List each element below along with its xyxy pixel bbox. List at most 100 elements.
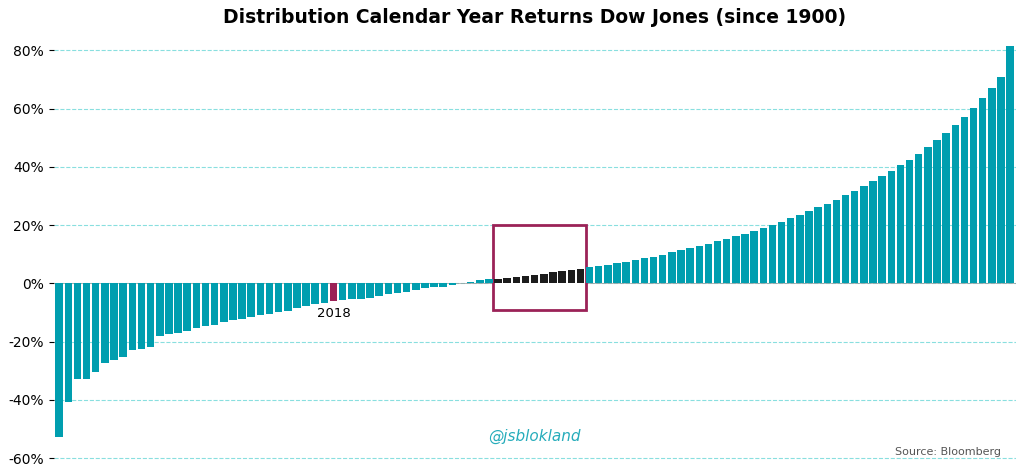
Bar bbox=[613, 263, 621, 283]
Bar bbox=[1007, 46, 1014, 283]
Bar bbox=[796, 215, 804, 283]
Bar bbox=[239, 283, 246, 319]
Bar bbox=[623, 262, 630, 283]
Bar bbox=[111, 283, 118, 360]
Bar bbox=[906, 159, 913, 283]
Bar bbox=[248, 283, 255, 317]
Bar bbox=[485, 279, 493, 283]
Bar bbox=[567, 270, 575, 283]
Bar bbox=[988, 89, 995, 283]
Bar bbox=[274, 283, 283, 312]
Bar bbox=[385, 283, 392, 294]
Bar bbox=[402, 283, 411, 292]
Bar bbox=[741, 234, 749, 283]
Bar bbox=[357, 283, 365, 299]
Bar bbox=[513, 277, 520, 283]
Bar bbox=[174, 283, 182, 333]
Bar bbox=[915, 154, 923, 283]
Bar bbox=[129, 283, 136, 350]
Bar bbox=[193, 283, 200, 328]
Bar bbox=[339, 283, 346, 300]
Bar bbox=[833, 199, 840, 283]
Bar bbox=[220, 283, 227, 321]
Bar bbox=[101, 283, 109, 363]
Bar bbox=[266, 283, 273, 314]
Bar bbox=[284, 283, 292, 311]
Bar bbox=[293, 283, 301, 308]
Bar bbox=[367, 283, 374, 298]
Bar bbox=[677, 250, 685, 283]
Bar bbox=[851, 191, 858, 283]
Bar bbox=[376, 283, 383, 296]
Bar bbox=[924, 147, 932, 283]
Bar bbox=[530, 275, 539, 283]
Bar bbox=[970, 108, 977, 283]
Bar bbox=[577, 269, 584, 283]
Bar bbox=[860, 187, 867, 283]
Bar bbox=[330, 283, 337, 301]
Bar bbox=[513, 277, 520, 283]
Bar bbox=[120, 283, 127, 357]
Bar bbox=[668, 252, 676, 283]
Bar bbox=[165, 283, 173, 334]
Bar bbox=[467, 282, 474, 283]
Bar bbox=[558, 271, 566, 283]
Bar bbox=[769, 225, 776, 283]
Title: Distribution Calendar Year Returns Dow Jones (since 1900): Distribution Calendar Year Returns Dow J… bbox=[223, 9, 846, 27]
Bar bbox=[522, 276, 529, 283]
Bar bbox=[394, 283, 401, 293]
Bar bbox=[705, 244, 712, 283]
Bar bbox=[522, 276, 529, 283]
Bar bbox=[879, 176, 886, 283]
Bar bbox=[888, 171, 895, 283]
Bar bbox=[92, 283, 99, 372]
Text: @jsblokland: @jsblokland bbox=[488, 428, 581, 444]
Bar bbox=[751, 231, 758, 283]
Bar bbox=[997, 77, 1005, 283]
Bar bbox=[321, 283, 328, 303]
Bar bbox=[476, 280, 483, 283]
Bar bbox=[311, 283, 318, 304]
Bar bbox=[659, 255, 667, 283]
Bar bbox=[714, 241, 721, 283]
Bar bbox=[695, 246, 703, 283]
Bar bbox=[495, 279, 502, 283]
Bar bbox=[421, 283, 429, 288]
Bar bbox=[933, 140, 941, 283]
Bar bbox=[74, 283, 81, 379]
Bar bbox=[897, 166, 904, 283]
Bar bbox=[302, 283, 310, 306]
Bar bbox=[83, 283, 90, 379]
Bar bbox=[549, 272, 557, 283]
Bar bbox=[842, 196, 849, 283]
Bar bbox=[577, 269, 584, 283]
Bar bbox=[495, 279, 502, 283]
Bar bbox=[439, 283, 447, 287]
Bar bbox=[65, 283, 72, 402]
Bar bbox=[778, 222, 785, 283]
Bar bbox=[567, 270, 575, 283]
Bar bbox=[787, 218, 795, 283]
Bar bbox=[55, 283, 62, 437]
Bar bbox=[137, 283, 145, 349]
Bar bbox=[823, 204, 831, 283]
Bar bbox=[961, 117, 969, 283]
Bar bbox=[540, 274, 548, 283]
Bar bbox=[558, 271, 566, 283]
Bar bbox=[211, 283, 218, 325]
Bar bbox=[604, 265, 611, 283]
Text: 2018: 2018 bbox=[316, 307, 350, 320]
Bar bbox=[540, 274, 548, 283]
Bar bbox=[586, 268, 593, 283]
Bar bbox=[530, 275, 539, 283]
Bar bbox=[732, 236, 739, 283]
Bar bbox=[229, 283, 237, 320]
Text: Source: Bloomberg: Source: Bloomberg bbox=[895, 447, 1001, 457]
Bar bbox=[504, 278, 511, 283]
Bar bbox=[951, 125, 959, 283]
Bar bbox=[632, 260, 639, 283]
Bar bbox=[760, 228, 767, 283]
Bar bbox=[979, 99, 986, 283]
Bar bbox=[595, 266, 602, 283]
Bar bbox=[650, 257, 657, 283]
